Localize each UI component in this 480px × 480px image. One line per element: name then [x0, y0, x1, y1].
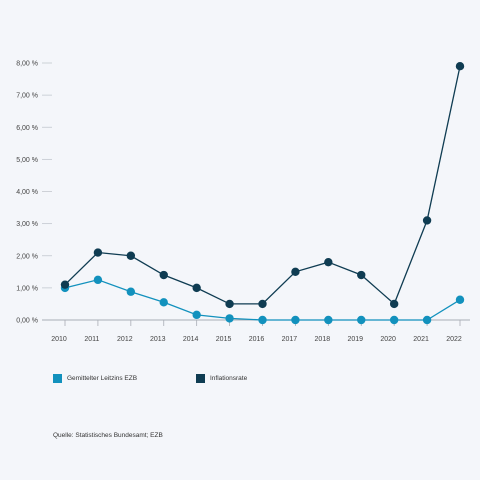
data-point-series-0: [126, 287, 136, 296]
x-tick-label: 2016: [249, 336, 265, 343]
y-tick-label: 7,00 %: [16, 93, 38, 100]
legend-item-inflation: Inflationsrate: [196, 374, 247, 383]
data-point-series-0: [159, 298, 168, 307]
x-tick-label: 2010: [51, 336, 67, 343]
data-point-series-0: [258, 315, 267, 325]
y-tick-label: 3,00 %: [16, 221, 38, 228]
data-point-series-1: [159, 270, 168, 280]
legend-swatch-leitzins: [53, 374, 62, 383]
data-point-series-0: [93, 275, 103, 285]
x-tick-label: 2015: [216, 336, 232, 343]
x-tick-label: 2014: [183, 336, 199, 343]
y-tick-label: 6,00 %: [16, 125, 38, 132]
data-point-series-1: [324, 257, 333, 267]
data-point-series-0: [291, 315, 300, 325]
line-chart: 0,00 % 1,00 % 2,00 % 3,00 % 4,00 % 5,00 % 6,00…: [16, 61, 470, 343]
y-tick-label: 0,00 %: [16, 318, 38, 325]
x-tick-label: 2011: [84, 336, 99, 343]
data-point-series-0: [422, 315, 432, 325]
series-line-1: [64, 66, 461, 305]
data-point-series-1: [93, 248, 103, 257]
y-tick-label: 5,00 %: [16, 157, 38, 164]
legend-label-leitzins: Gemittelter Leitzins EZB: [67, 375, 138, 382]
source-note: Quelle: Statistisches Bundesamt; EZB: [53, 432, 163, 439]
data-point-series-0: [324, 315, 333, 325]
x-tick-label: 2020: [380, 336, 396, 343]
legend-item-leitzins: Gemittelter Leitzins EZB: [53, 374, 137, 383]
x-tick-label: 2017: [282, 336, 298, 343]
data-point-series-1: [455, 62, 465, 71]
x-tick-label: 2021: [413, 336, 429, 343]
data-point-series-1: [422, 216, 432, 225]
data-point-series-0: [192, 310, 201, 320]
legend-label-inflation: Inflationsrate: [210, 375, 248, 382]
data-point-series-0: [455, 295, 465, 304]
data-point-series-0: [389, 315, 399, 325]
x-tick-label: 2022: [446, 336, 462, 343]
x-tick-label: 2013: [150, 336, 166, 343]
y-tick-label: 1,00 %: [16, 285, 38, 292]
chart-svg: 0,00 % 1,00 % 2,00 % 3,00 % 4,00 % 5,00 % 6,00…: [16, 61, 470, 343]
x-tick-label: 2012: [117, 336, 133, 343]
data-point-series-0: [357, 315, 366, 325]
data-point-series-1: [126, 251, 136, 260]
x-tick-label: 2018: [315, 336, 331, 343]
data-point-series-1: [389, 299, 399, 309]
y-tick-label: 2,00 %: [16, 253, 38, 260]
data-point-series-1: [258, 299, 267, 309]
y-tick-label: 4,00 %: [16, 189, 38, 196]
y-tick-label: 8,00 %: [16, 61, 38, 68]
data-point-series-0: [225, 314, 234, 323]
legend: Gemittelter Leitzins EZB Inflationsrate: [53, 374, 453, 388]
legend-swatch-inflation: [196, 374, 205, 383]
data-point-series-1: [357, 270, 366, 280]
data-point-series-1: [60, 280, 70, 289]
data-point-series-1: [225, 299, 234, 309]
data-point-series-1: [192, 283, 201, 293]
data-point-series-1: [291, 267, 300, 277]
x-tick-label: 2019: [347, 336, 363, 343]
